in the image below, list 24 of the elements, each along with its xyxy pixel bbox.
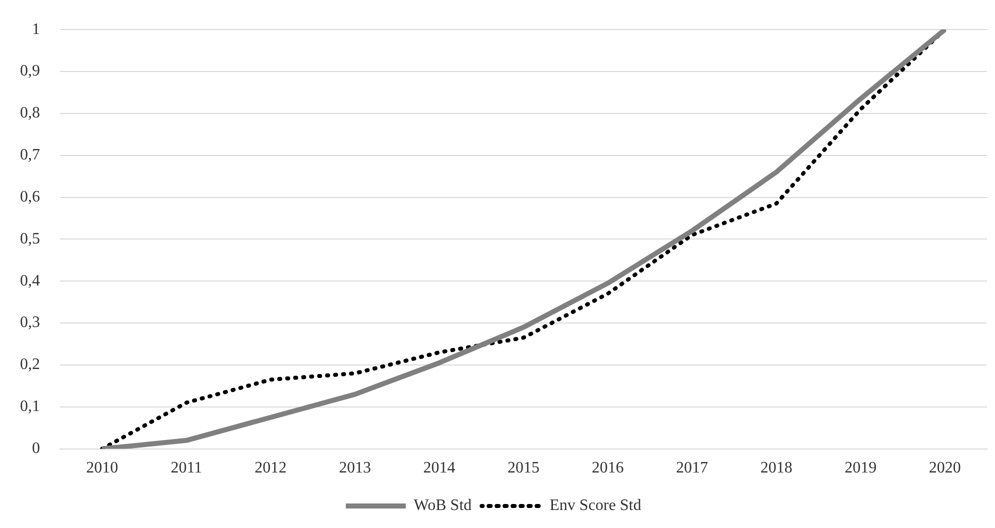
x-tick-label: 2013 — [338, 460, 371, 477]
legend-label: Env Score Std — [550, 497, 642, 514]
y-tick-label: 1 — [32, 20, 40, 38]
y-tick-label: 0,5 — [20, 230, 40, 248]
x-tick-label: 2018 — [760, 460, 792, 477]
x-tick-label: 2010 — [86, 460, 118, 477]
y-tick-label: 0,3 — [20, 314, 40, 332]
x-tick-label: 2011 — [170, 460, 202, 477]
x-tick-label: 2019 — [844, 460, 877, 477]
y-tick-label: 0,6 — [20, 188, 40, 206]
y-tick-label: 0,8 — [20, 104, 40, 122]
y-tick-label: 0,7 — [20, 146, 40, 164]
y-tick-label: 0,9 — [20, 62, 40, 80]
x-tick-label: 2012 — [254, 460, 287, 477]
x-tick-label: 2014 — [423, 460, 456, 477]
y-tick-label: 0,2 — [20, 356, 40, 374]
x-tick-label: 2017 — [676, 460, 708, 477]
x-tick-label: 2016 — [592, 460, 624, 477]
y-tick-label: 0,4 — [20, 272, 40, 290]
x-tick-label: 2020 — [928, 460, 961, 477]
legend-label: WoB Std — [414, 497, 472, 514]
x-tick-label: 2015 — [508, 460, 540, 477]
y-tick-label: 0,1 — [20, 398, 40, 416]
y-tick-label: 0 — [32, 440, 40, 458]
